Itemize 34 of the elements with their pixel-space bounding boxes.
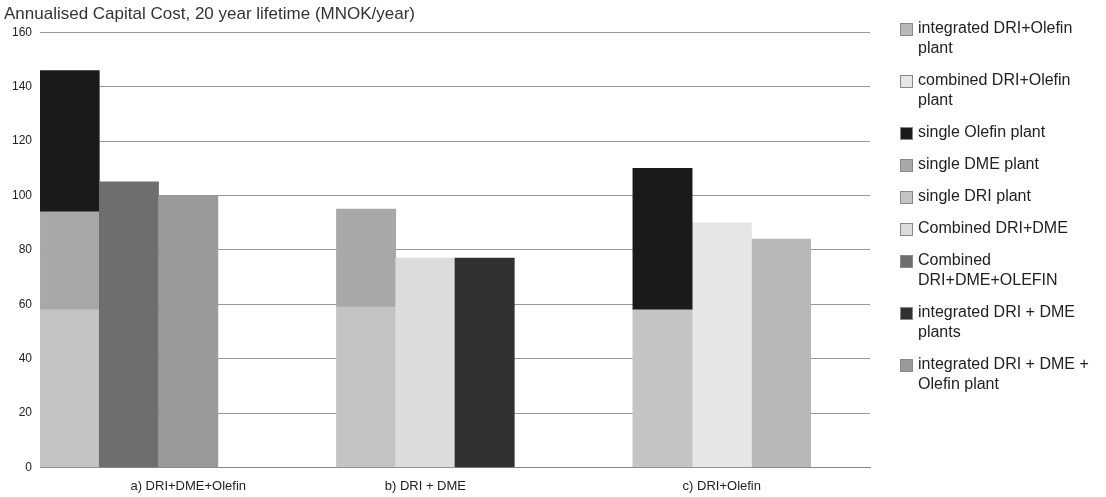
legend-label: single DME plant xyxy=(918,154,1039,174)
bar xyxy=(336,306,397,468)
legend-label: single Olefin plant xyxy=(918,122,1046,142)
y-tick-label: 40 xyxy=(18,350,33,365)
x-tick-label: b) DRI + DME xyxy=(384,477,467,493)
legend-label: single DRI plant xyxy=(918,186,1031,206)
y-tick-label: 80 xyxy=(18,242,33,257)
y-tick-label: 60 xyxy=(18,296,33,311)
bar xyxy=(40,309,100,468)
bar xyxy=(454,257,515,468)
legend-label: Combined DRI+DME xyxy=(918,218,1068,238)
y-tick-label: 100 xyxy=(11,187,33,202)
chart-title: Annualised Capital Cost, 20 year lifetime (MNOK/year) xyxy=(4,3,415,23)
y-tick-label: 140 xyxy=(11,79,33,94)
legend-label: integrated DRI+Olefin plant xyxy=(918,18,1074,58)
legend-label: combined DRI+Olefin plant xyxy=(918,70,1072,110)
x-tick-label: c) DRI+Olefin xyxy=(682,477,761,493)
bar xyxy=(751,238,812,468)
bar xyxy=(336,208,397,308)
legend-label: Combined DRI+DME+OLEFIN xyxy=(918,250,1059,290)
bar xyxy=(632,309,693,468)
x-tick-label: a) DRI+DME+Olefin xyxy=(130,477,247,493)
legend-label: integrated DRI + DME plants xyxy=(918,302,1076,342)
bar xyxy=(691,222,752,468)
bar xyxy=(40,211,100,311)
y-tick-label: 120 xyxy=(11,133,33,148)
bar xyxy=(98,181,159,468)
bar xyxy=(40,70,100,213)
y-tick-label: 0 xyxy=(25,459,33,474)
y-tick-label: 20 xyxy=(18,405,33,420)
bar xyxy=(632,168,693,311)
y-tick-label: 160 xyxy=(11,24,33,39)
legend-label: integrated DRI + DME + Olefin plant xyxy=(918,354,1090,394)
bar xyxy=(395,257,456,468)
